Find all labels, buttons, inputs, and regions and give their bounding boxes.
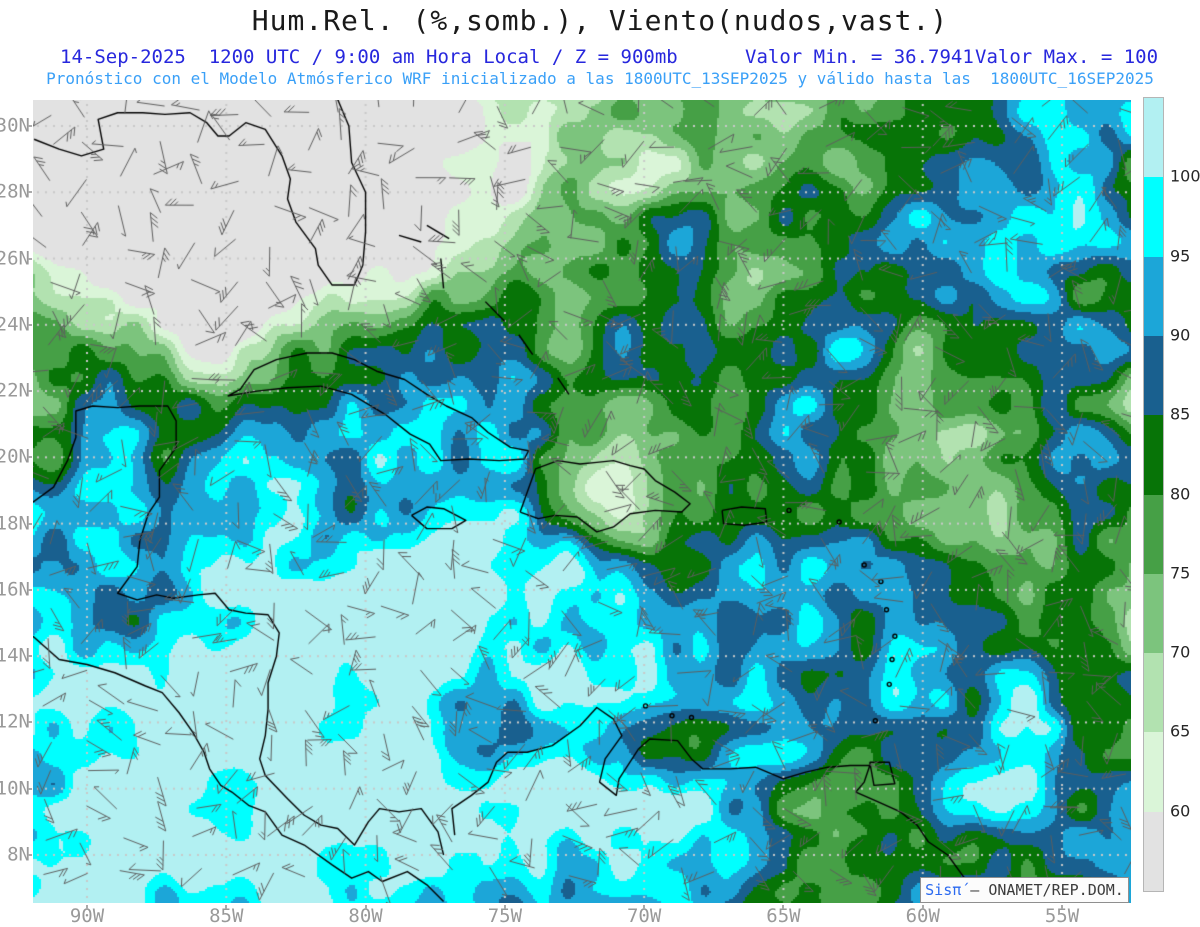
lat-tick xyxy=(28,655,32,658)
lon-tick xyxy=(921,905,924,909)
colorbar-segment xyxy=(1144,732,1163,813)
colorbar-segment xyxy=(1144,653,1163,733)
lat-tick xyxy=(28,588,32,591)
lon-tick xyxy=(86,905,88,909)
colorbar-tick-65: 65 xyxy=(1170,721,1191,741)
colorbar-segment xyxy=(1144,335,1163,416)
colorbar-segment xyxy=(1144,573,1163,654)
colorbar xyxy=(1143,97,1164,892)
page-title: Hum.Rel. (%,somb.), Viento(nudos,vast.) xyxy=(251,4,949,37)
colorbar-tick-90: 90 xyxy=(1170,325,1191,345)
lat-label-26N: 26N xyxy=(0,247,30,270)
colorbar-segment xyxy=(1144,256,1163,337)
lat-tick xyxy=(28,125,32,127)
lon-tick xyxy=(364,905,367,909)
colorbar-tick-70: 70 xyxy=(1170,642,1191,662)
lon-label-90W: 90W xyxy=(69,905,105,927)
lon-label-55W: 55W xyxy=(1044,905,1080,927)
lat-label-20N: 20N xyxy=(0,445,30,468)
valid-time-text: 14-Sep-2025 1200 UTC / 9:00 am Hora Loca… xyxy=(60,46,678,68)
lat-tick xyxy=(28,522,32,525)
valor-min-text: Valor Min. = 36.7941 xyxy=(745,46,974,68)
humidity-wind-map-canvas xyxy=(33,100,1131,903)
lat-label-16N: 16N xyxy=(0,578,30,601)
lon-label-60W: 60W xyxy=(905,905,940,927)
watermark-brand: Sisπ́ xyxy=(925,881,962,899)
colorbar-tick-95: 95 xyxy=(1170,246,1191,266)
lon-tick xyxy=(782,905,785,909)
colorbar-segment xyxy=(1144,415,1163,495)
lat-tick xyxy=(28,390,32,393)
lon-tick xyxy=(643,905,646,909)
lon-label-75W: 75W xyxy=(487,905,523,927)
forecast-init-text: Pronóstico con el Modelo Atmósferico WRF… xyxy=(46,69,1154,88)
lat-label-10N: 10N xyxy=(0,777,30,800)
lat-tick xyxy=(28,456,32,459)
colorbar-tick-80: 80 xyxy=(1170,484,1191,503)
lat-tick xyxy=(28,853,32,856)
colorbar-segment xyxy=(1144,811,1163,892)
lat-label-18N: 18N xyxy=(0,512,30,535)
lat-label-24N: 24N xyxy=(0,313,30,336)
lat-label-12N: 12N xyxy=(0,710,30,733)
colorbar-tick-75: 75 xyxy=(1170,563,1191,583)
watermark-box: Sisπ́ – ONAMET/REP.DOM. xyxy=(920,877,1129,903)
lat-tick xyxy=(28,323,32,326)
lat-tick xyxy=(28,721,32,724)
lon-label-80W: 80W xyxy=(348,905,383,927)
lon-tick xyxy=(503,905,506,909)
colorbar-segment xyxy=(1144,177,1163,258)
lon-label-85W: 85W xyxy=(209,905,244,927)
colorbar-tick-100: 100 xyxy=(1170,166,1200,186)
colorbar-segment xyxy=(1144,494,1163,575)
lon-label-65W: 65W xyxy=(766,905,801,927)
valor-max-text: Valor Max. = 100 xyxy=(975,46,1159,68)
lat-tick xyxy=(28,257,32,260)
lat-tick xyxy=(28,191,32,194)
watermark-credit: – ONAMET/REP.DOM. xyxy=(961,881,1124,899)
lat-label-22N: 22N xyxy=(0,379,30,402)
colorbar-tick-85: 85 xyxy=(1170,404,1191,424)
colorbar-tick-60: 60 xyxy=(1170,801,1191,821)
lat-label-28N: 28N xyxy=(0,180,30,203)
lat-tick xyxy=(28,787,32,790)
lat-label-14N: 14N xyxy=(0,644,30,667)
lat-label-8N: 8N xyxy=(7,843,30,866)
colorbar-segment xyxy=(1144,98,1163,178)
lon-tick xyxy=(1061,905,1064,909)
lat-label-30N: 30N xyxy=(0,114,30,137)
lon-tick xyxy=(225,905,228,909)
lon-label-70W: 70W xyxy=(626,905,662,927)
